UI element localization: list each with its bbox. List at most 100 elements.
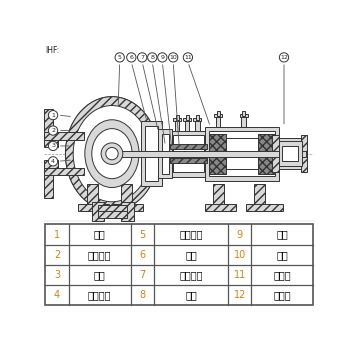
Circle shape xyxy=(169,53,178,62)
Text: 泵体衬里: 泵体衬里 xyxy=(88,290,111,300)
Bar xyxy=(45,224,314,305)
Bar xyxy=(246,204,283,211)
Text: 泵盖: 泵盖 xyxy=(185,250,197,260)
Bar xyxy=(112,204,143,211)
Bar xyxy=(254,184,265,205)
Bar xyxy=(301,135,307,172)
Circle shape xyxy=(101,143,123,164)
Bar xyxy=(209,134,226,174)
Circle shape xyxy=(183,53,192,62)
Bar xyxy=(162,134,169,174)
Text: 5: 5 xyxy=(139,230,145,240)
Circle shape xyxy=(148,53,157,62)
Ellipse shape xyxy=(65,97,159,211)
Bar xyxy=(170,158,207,163)
Text: 10: 10 xyxy=(234,250,246,260)
Bar xyxy=(213,184,224,205)
Text: 机封盖压: 机封盖压 xyxy=(179,270,203,280)
Text: 3: 3 xyxy=(54,270,60,280)
Circle shape xyxy=(115,53,124,62)
Bar xyxy=(186,115,189,120)
Bar xyxy=(193,118,201,121)
Ellipse shape xyxy=(85,120,139,188)
Bar xyxy=(226,138,258,169)
Text: 10: 10 xyxy=(169,55,177,60)
Text: 静环: 静环 xyxy=(185,290,197,300)
Bar xyxy=(121,184,132,205)
Text: 动环: 动环 xyxy=(276,230,288,240)
Bar xyxy=(175,115,178,120)
Bar xyxy=(279,141,302,166)
Bar xyxy=(173,135,204,172)
Text: 9: 9 xyxy=(237,230,243,240)
Bar xyxy=(276,138,303,169)
Text: 联轴器: 联轴器 xyxy=(274,290,291,300)
Bar xyxy=(170,131,207,177)
Text: 7: 7 xyxy=(139,270,145,280)
Text: 4: 4 xyxy=(51,159,55,164)
Text: 2: 2 xyxy=(51,128,55,133)
Circle shape xyxy=(127,53,136,62)
Bar xyxy=(98,205,127,211)
Ellipse shape xyxy=(65,97,159,211)
Text: 轴承体: 轴承体 xyxy=(274,270,291,280)
Bar xyxy=(141,121,162,186)
Bar xyxy=(196,115,199,120)
Text: 6: 6 xyxy=(130,55,133,60)
Text: 叶轮: 叶轮 xyxy=(94,270,105,280)
Text: 4: 4 xyxy=(54,290,60,300)
Text: 5: 5 xyxy=(118,55,122,60)
Bar xyxy=(87,184,98,205)
Text: 泵轴: 泵轴 xyxy=(276,250,288,260)
Ellipse shape xyxy=(73,106,151,202)
Bar xyxy=(217,111,220,116)
Bar xyxy=(98,211,127,218)
Bar xyxy=(183,118,191,121)
Text: 7: 7 xyxy=(140,55,144,60)
Bar xyxy=(44,168,84,175)
Text: 11: 11 xyxy=(234,270,246,280)
Bar xyxy=(280,143,300,164)
Bar xyxy=(241,116,246,127)
Bar xyxy=(44,132,84,140)
Bar xyxy=(44,140,58,147)
Text: 2: 2 xyxy=(54,250,60,260)
Text: 1: 1 xyxy=(51,113,55,118)
Text: 叶轮骨架: 叶轮骨架 xyxy=(88,250,111,260)
Bar xyxy=(112,150,306,157)
Bar xyxy=(195,120,199,131)
Bar xyxy=(282,146,298,161)
Text: 8: 8 xyxy=(150,55,154,60)
Text: 12: 12 xyxy=(234,290,246,300)
Bar xyxy=(145,126,159,181)
Bar xyxy=(205,127,279,181)
Bar xyxy=(159,129,173,178)
Circle shape xyxy=(106,147,118,160)
Bar xyxy=(170,145,207,149)
Circle shape xyxy=(48,141,58,150)
Text: 12: 12 xyxy=(280,55,288,60)
Bar xyxy=(185,120,189,131)
Bar xyxy=(44,160,58,168)
Circle shape xyxy=(279,53,289,62)
Bar xyxy=(214,114,222,118)
Bar xyxy=(78,204,109,211)
Bar xyxy=(258,134,275,174)
Circle shape xyxy=(48,157,58,166)
Text: 1: 1 xyxy=(54,230,60,240)
Text: 8: 8 xyxy=(139,290,145,300)
Bar xyxy=(205,204,236,211)
Text: 3: 3 xyxy=(51,144,55,148)
Circle shape xyxy=(158,53,167,62)
Circle shape xyxy=(48,111,58,120)
Text: IHF:: IHF: xyxy=(45,46,60,55)
Bar xyxy=(44,175,53,198)
Bar xyxy=(272,135,279,172)
Circle shape xyxy=(138,53,147,62)
Bar xyxy=(121,202,134,220)
Text: 泵体: 泵体 xyxy=(94,230,105,240)
Bar xyxy=(216,116,220,127)
Text: 11: 11 xyxy=(184,55,192,60)
Text: 泵盖衬里: 泵盖衬里 xyxy=(179,230,203,240)
Circle shape xyxy=(48,126,58,135)
